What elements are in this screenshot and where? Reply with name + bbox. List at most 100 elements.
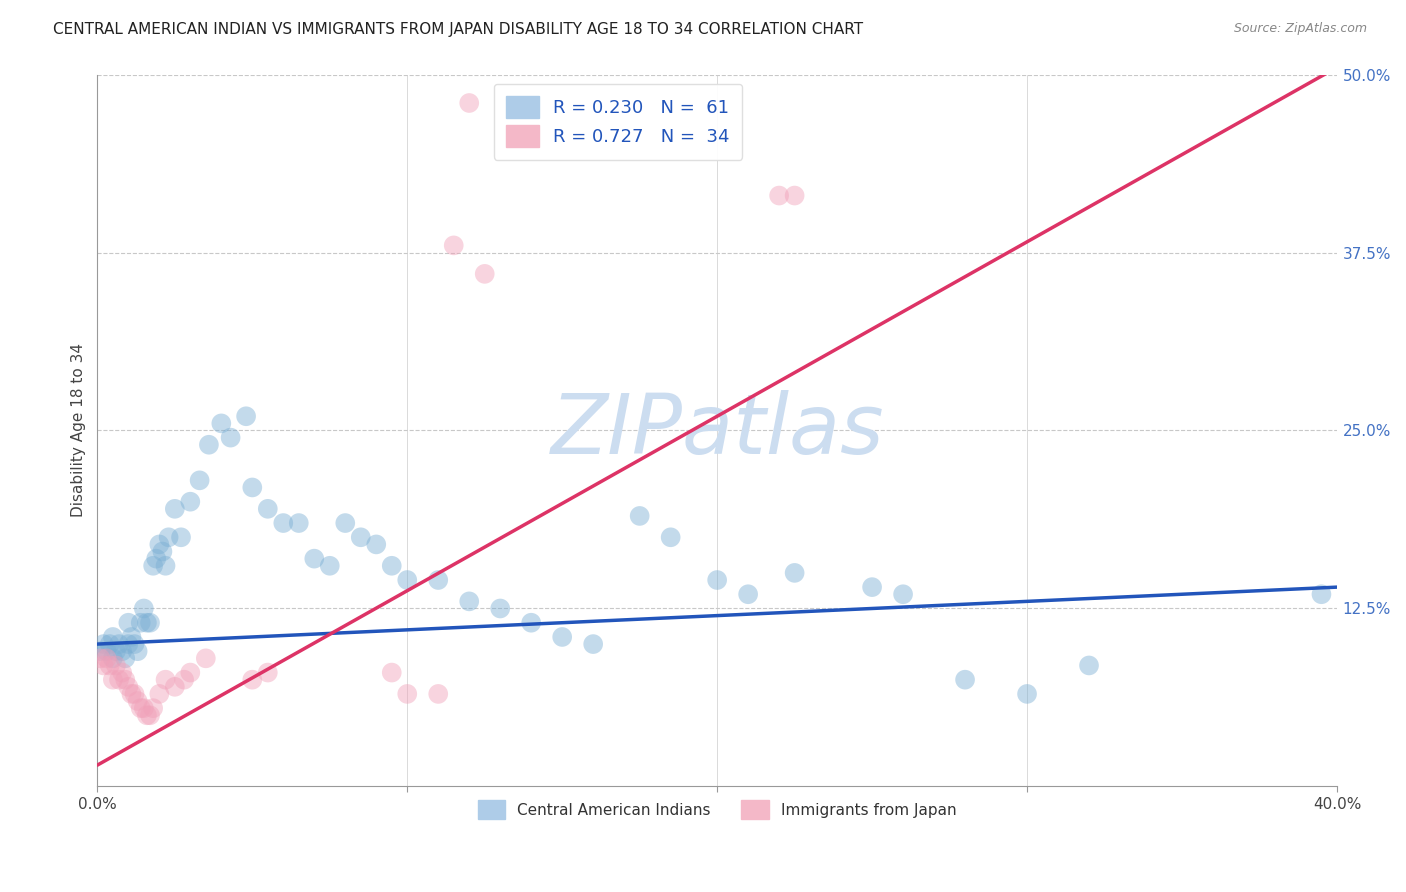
Point (139, 615, 162, 630)
Point (458, 594, 481, 608)
Point (108, 673, 131, 687)
Point (117, 680, 139, 694)
Point (111, 665, 134, 680)
Point (124, 637, 146, 651)
Point (953, 673, 976, 687)
Point (155, 673, 177, 687)
Point (427, 573, 450, 587)
Point (108, 637, 131, 651)
Point (209, 417, 232, 431)
Point (551, 630, 574, 644)
Point (860, 580, 883, 594)
Point (304, 551, 326, 566)
Point (240, 480, 263, 494)
Point (706, 573, 728, 587)
Point (219, 431, 242, 445)
Point (335, 516, 357, 530)
Point (366, 537, 388, 551)
Point (129, 615, 152, 630)
Legend: Central American Indians, Immigrants from Japan: Central American Indians, Immigrants fro… (471, 794, 963, 825)
Point (891, 587, 914, 601)
Point (256, 665, 278, 680)
Point (350, 530, 373, 544)
Point (1015, 687, 1038, 701)
Point (628, 508, 651, 523)
Point (136, 615, 159, 630)
Point (188, 473, 211, 487)
Point (1078, 658, 1101, 673)
Point (240, 673, 263, 687)
Point (124, 687, 146, 701)
Point (768, 188, 790, 202)
Point (198, 438, 221, 452)
Point (1310, 587, 1333, 601)
Point (288, 516, 311, 530)
Point (396, 573, 419, 587)
Point (737, 587, 759, 601)
Point (163, 680, 186, 694)
Point (120, 687, 142, 701)
Point (136, 708, 159, 723)
Point (582, 637, 605, 651)
Point (148, 537, 170, 551)
Point (271, 516, 294, 530)
Point (520, 615, 543, 630)
Point (93, 637, 115, 651)
Text: CENTRAL AMERICAN INDIAN VS IMMIGRANTS FROM JAPAN DISABILITY AGE 18 TO 34 CORRELA: CENTRAL AMERICAN INDIAN VS IMMIGRANTS FR… (53, 22, 863, 37)
Point (114, 673, 136, 687)
Point (152, 544, 174, 558)
Point (381, 558, 404, 573)
Point (104, 658, 127, 673)
Point (142, 558, 165, 573)
Point (127, 694, 149, 708)
Point (170, 530, 193, 544)
Point (443, 238, 465, 252)
Point (93, 658, 115, 673)
Point (127, 644, 149, 658)
Point (142, 701, 165, 715)
Point (139, 708, 162, 723)
Point (120, 630, 142, 644)
Point (474, 267, 496, 281)
Point (256, 501, 278, 516)
Point (179, 665, 201, 680)
Point (101, 673, 124, 687)
Point (148, 687, 170, 701)
Point (179, 494, 201, 508)
Point (145, 551, 167, 566)
Point (381, 665, 404, 680)
Point (659, 530, 682, 544)
Point (173, 673, 195, 687)
Text: Source: ZipAtlas.com: Source: ZipAtlas.com (1233, 22, 1367, 36)
Point (104, 644, 127, 658)
Point (163, 501, 186, 516)
Point (319, 558, 342, 573)
Point (427, 687, 450, 701)
Point (101, 630, 124, 644)
Point (96, 651, 118, 665)
Point (89, 644, 111, 658)
Text: ZIPatlas: ZIPatlas (550, 390, 884, 471)
Point (98, 637, 121, 651)
Point (114, 651, 136, 665)
Point (96, 644, 118, 658)
Y-axis label: Disability Age 18 to 34: Disability Age 18 to 34 (72, 343, 86, 517)
Point (98, 658, 121, 673)
Point (132, 601, 155, 615)
Point (489, 601, 512, 615)
Point (89, 651, 111, 665)
Point (111, 644, 134, 658)
Point (157, 530, 180, 544)
Point (117, 637, 139, 651)
Point (129, 701, 152, 715)
Point (155, 558, 177, 573)
Point (132, 701, 155, 715)
Point (783, 188, 806, 202)
Point (458, 95, 481, 110)
Point (194, 651, 217, 665)
Point (117, 615, 139, 630)
Point (235, 409, 257, 424)
Point (783, 566, 806, 580)
Point (396, 687, 419, 701)
Point (101, 651, 124, 665)
